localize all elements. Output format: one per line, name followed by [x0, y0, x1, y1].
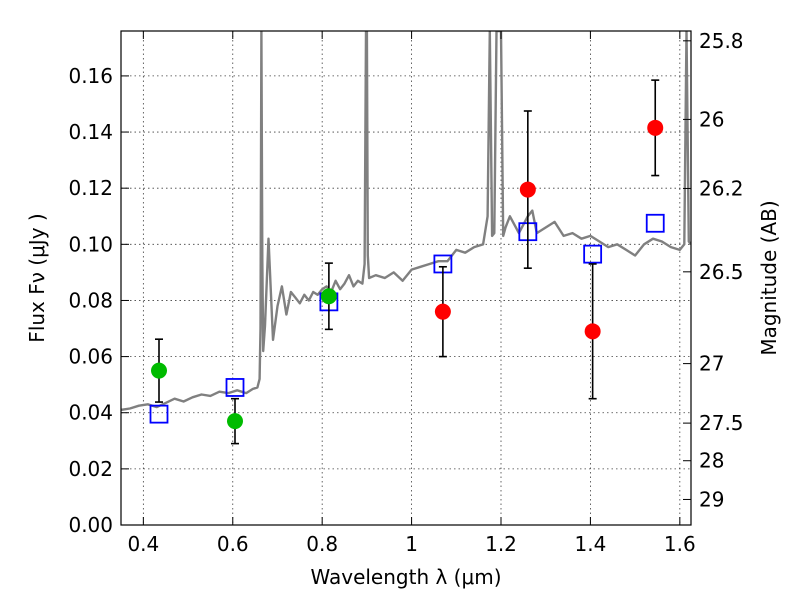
y-tick-label: 0.16 [68, 64, 113, 88]
observed-photometry-point [647, 119, 664, 136]
x-tick-label: 0.4 [127, 532, 159, 556]
observed-photometry-point [151, 362, 167, 379]
observed-photometry-point [320, 288, 337, 305]
axis-ticks: 0.4 0.6 0.8 1 1.2 1.4 1.6 0.00 0.02 0.04 0.06 0.08 0… [68, 29, 743, 556]
y-tick-label: 0.12 [68, 176, 113, 200]
observed-photometry-point [584, 323, 601, 340]
x-tick-label: 1.2 [485, 532, 517, 556]
x-tick-label: 1 [405, 532, 418, 556]
observed-photometry-point [434, 303, 451, 320]
y-tick-label: 0.00 [68, 513, 113, 537]
x-axis-title: Wavelength λ (μm) [310, 565, 501, 589]
right-tick-label: 27.5 [699, 411, 744, 435]
x-tick-label: 0.8 [306, 532, 338, 556]
model-photometry-square [583, 244, 603, 264]
right-tick-label: 26.2 [699, 176, 744, 200]
photometry-layer [149, 79, 665, 445]
model-photometry-square [149, 404, 169, 424]
observed-photometry-point [227, 413, 243, 430]
x-tick-label: 1.4 [575, 532, 607, 556]
y-tick-label: 0.06 [68, 345, 113, 369]
plot-frame [120, 30, 692, 526]
right-tick-label: 28 [699, 449, 724, 473]
y-tick-label: 0.04 [68, 401, 113, 425]
y-tick-label: 0.02 [68, 457, 113, 481]
y-tick-label: 0.08 [68, 288, 113, 312]
observed-photometry-point [519, 181, 536, 198]
spectrum-layer [121, 31, 691, 412]
model-photometry-square [645, 213, 665, 233]
model-photometry-square [225, 378, 245, 397]
right-tick-label: 29 [699, 487, 724, 511]
right-tick-label: 26 [699, 107, 724, 131]
right-tick-label: 26.5 [699, 260, 744, 284]
right-tick-label: 25.8 [699, 29, 744, 53]
x-tick-label: 1.6 [664, 532, 696, 556]
grid-lines [121, 31, 691, 525]
y-tick-label: 0.10 [68, 232, 113, 256]
x-tick-label: 0.6 [217, 532, 249, 556]
right-tick-label: 27 [699, 352, 724, 376]
y-tick-label: 0.14 [68, 120, 113, 144]
y-axis-title: Flux Fν (μJy ) [25, 213, 49, 342]
right-axis-title: Magnitude (AB) [757, 200, 781, 355]
spectrum-line [121, 31, 691, 412]
